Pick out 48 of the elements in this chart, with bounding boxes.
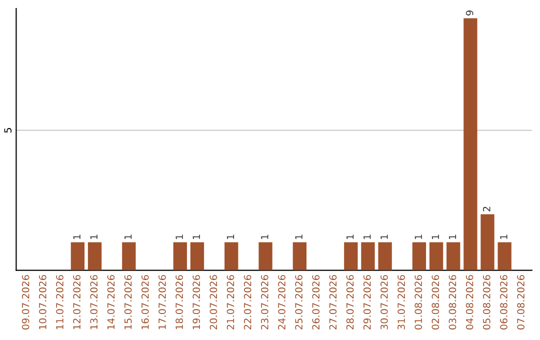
data-label: 1 xyxy=(261,234,268,239)
data-label: 1 xyxy=(73,234,80,239)
x-tick-label: 15.07.2026 xyxy=(124,275,132,330)
data-label: 9 xyxy=(466,10,474,16)
x-tick-label: 19.07.2026 xyxy=(192,275,200,330)
y-tick-label: 5 xyxy=(4,128,12,133)
x-tick-label: 30.07.2026 xyxy=(380,275,388,330)
x-tick-label: 10.07.2026 xyxy=(38,275,46,330)
data-label: 1 xyxy=(500,234,508,239)
data-label: 1 xyxy=(380,234,388,239)
x-tick-label: 05.08.2026 xyxy=(482,275,490,330)
x-tick-label: 09.07.2026 xyxy=(22,275,30,330)
x-tick-label: 23.07.2026 xyxy=(260,275,268,330)
data-label: 1 xyxy=(192,234,200,239)
x-tick-label: 20.07.2026 xyxy=(210,275,218,330)
x-tick-label: 06.08.2026 xyxy=(500,275,508,330)
data-label: 1 xyxy=(414,234,422,239)
x-tick-label: 01.08.2026 xyxy=(414,275,422,330)
data-label: 1 xyxy=(346,234,354,239)
data-label: 1 xyxy=(295,234,302,239)
data-label: 1 xyxy=(226,234,234,239)
x-tick-label: 24.07.2026 xyxy=(278,275,286,330)
data-label: 1 xyxy=(124,234,132,239)
x-tick-label: 03.08.2026 xyxy=(448,275,456,330)
x-tick-label: 28.07.2026 xyxy=(346,275,354,330)
x-tick-label: 04.08.2026 xyxy=(466,275,474,330)
x-tick-label: 11.07.2026 xyxy=(56,275,64,330)
x-tick-label: 17.07.2026 xyxy=(158,275,166,330)
data-label: 1 xyxy=(90,234,98,239)
x-tick-label: 26.07.2026 xyxy=(312,275,320,330)
data-label: 1 xyxy=(176,234,183,239)
x-tick-label: 07.08.2026 xyxy=(517,275,524,330)
x-tick-label: 21.07.2026 xyxy=(226,275,234,330)
x-tick-label: 31.07.2026 xyxy=(398,275,405,330)
x-tick-label: 27.07.2026 xyxy=(329,275,337,330)
data-label: 2 xyxy=(482,206,490,212)
x-tick-label: 12.07.2026 xyxy=(73,275,80,330)
data-label: 1 xyxy=(448,234,456,239)
x-tick-label: 22.07.2026 xyxy=(244,275,252,330)
x-tick-label: 16.07.2026 xyxy=(141,275,149,330)
x-tick-label: 02.08.2026 xyxy=(432,275,440,330)
data-label: 1 xyxy=(364,234,371,239)
x-tick-label: 14.07.2026 xyxy=(107,275,115,330)
x-tick-label: 13.07.2026 xyxy=(90,275,98,330)
x-tick-label: 29.07.2026 xyxy=(363,275,371,330)
x-tick-label: 18.07.2026 xyxy=(176,275,183,330)
data-label: 1 xyxy=(432,234,439,239)
x-tick-label: 25.07.2026 xyxy=(295,275,302,330)
